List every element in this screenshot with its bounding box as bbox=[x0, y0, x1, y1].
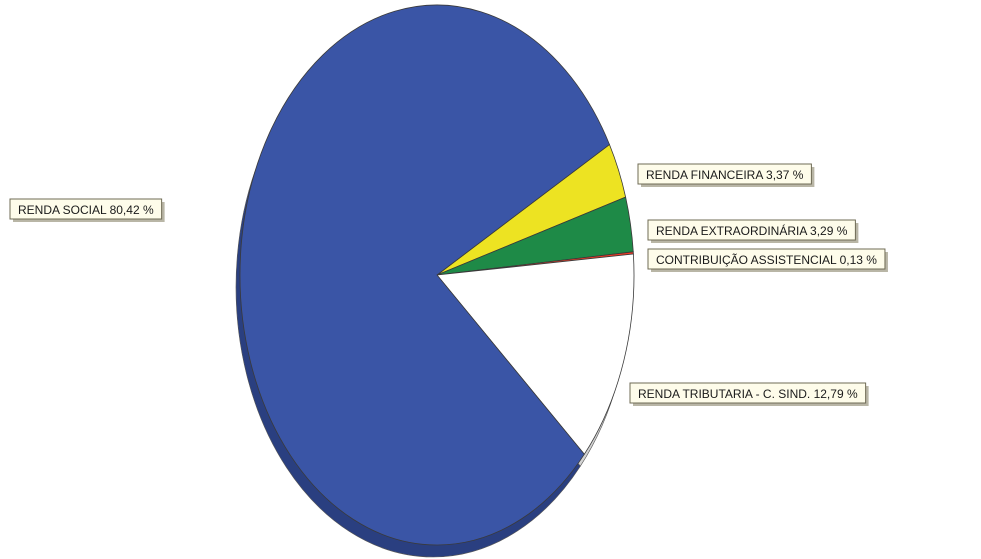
slice-label-2: CONTRIBUIÇÃO ASSISTENCIAL 0,13 % bbox=[647, 248, 888, 272]
slice-label-box-4 bbox=[9, 198, 163, 220]
slice-label-text-3: RENDA TRIBUTARIA - C. SIND. 12,79 % bbox=[638, 387, 858, 401]
slice-label-box-1 bbox=[647, 219, 856, 241]
pie-slice-3 bbox=[436, 253, 635, 455]
slice-label-box-3 bbox=[629, 382, 867, 404]
slice-label-box-0 bbox=[637, 163, 812, 185]
slice-label-3: RENDA TRIBUTARIA - C. SIND. 12,79 % bbox=[629, 382, 869, 406]
slice-label-text-2: CONTRIBUIÇÃO ASSISTENCIAL 0,13 % bbox=[656, 253, 877, 267]
slice-label-text-4: RENDA SOCIAL 80,42 % bbox=[18, 203, 154, 217]
slice-label-text-1: RENDA EXTRAORDINÁRIA 3,29 % bbox=[656, 223, 848, 238]
slice-label-0: RENDA FINANCEIRA 3,37 % bbox=[637, 163, 815, 187]
slice-label-text-0: RENDA FINANCEIRA 3,37 % bbox=[646, 168, 804, 182]
slice-label-4: RENDA SOCIAL 80,42 % bbox=[9, 198, 165, 222]
slice-label-box-2 bbox=[647, 248, 886, 270]
slice-label-1: RENDA EXTRAORDINÁRIA 3,29 % bbox=[647, 219, 859, 243]
slice-labels: RENDA FINANCEIRA 3,37 % RENDA EXTRAORDINÁ… bbox=[9, 163, 888, 406]
pie-slice-4 bbox=[239, 4, 610, 546]
pie-slices bbox=[239, 4, 635, 546]
